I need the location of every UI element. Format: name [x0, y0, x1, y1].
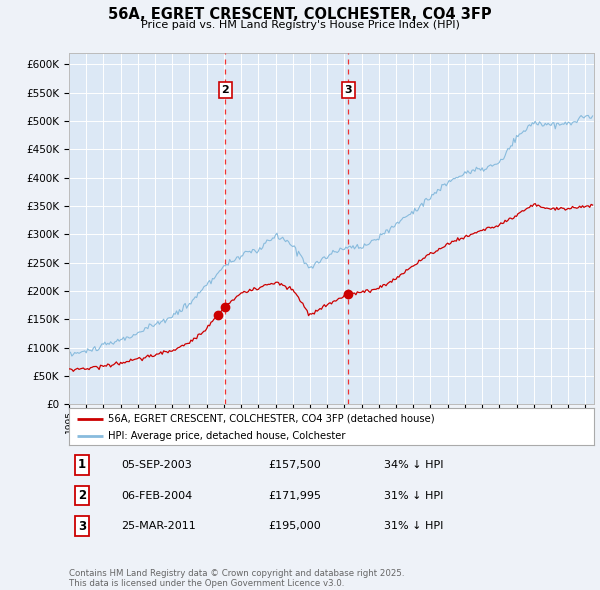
- Text: Contains HM Land Registry data © Crown copyright and database right 2025.
This d: Contains HM Land Registry data © Crown c…: [69, 569, 404, 588]
- Text: 3: 3: [344, 85, 352, 95]
- Text: 3: 3: [78, 520, 86, 533]
- Text: £195,000: £195,000: [269, 522, 321, 531]
- Text: 05-SEP-2003: 05-SEP-2003: [121, 460, 192, 470]
- Text: 2: 2: [78, 489, 86, 502]
- Text: £157,500: £157,500: [269, 460, 321, 470]
- Text: 06-FEB-2004: 06-FEB-2004: [121, 491, 193, 500]
- Text: 34% ↓ HPI: 34% ↓ HPI: [384, 460, 443, 470]
- Text: 31% ↓ HPI: 31% ↓ HPI: [384, 522, 443, 531]
- Text: HPI: Average price, detached house, Colchester: HPI: Average price, detached house, Colc…: [109, 431, 346, 441]
- Text: 2: 2: [221, 85, 229, 95]
- Text: Price paid vs. HM Land Registry's House Price Index (HPI): Price paid vs. HM Land Registry's House …: [140, 20, 460, 30]
- Text: 25-MAR-2011: 25-MAR-2011: [121, 522, 196, 531]
- Text: £171,995: £171,995: [269, 491, 322, 500]
- Text: 56A, EGRET CRESCENT, COLCHESTER, CO4 3FP: 56A, EGRET CRESCENT, COLCHESTER, CO4 3FP: [108, 7, 492, 22]
- Text: 56A, EGRET CRESCENT, COLCHESTER, CO4 3FP (detached house): 56A, EGRET CRESCENT, COLCHESTER, CO4 3FP…: [109, 414, 435, 424]
- Text: 31% ↓ HPI: 31% ↓ HPI: [384, 491, 443, 500]
- Text: 1: 1: [78, 458, 86, 471]
